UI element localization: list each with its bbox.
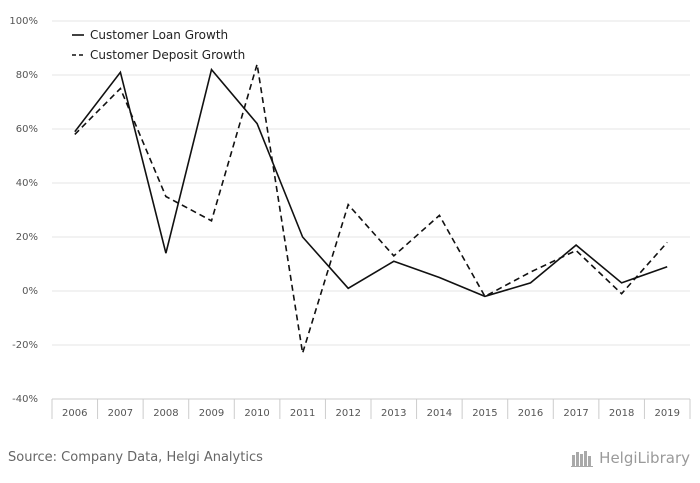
y-tick-label: 100% (9, 16, 38, 27)
x-tick-label: 2019 (654, 408, 679, 419)
y-tick-label: 0% (22, 286, 38, 297)
x-tick-label: 2015 (472, 408, 497, 419)
y-tick-label: 20% (16, 232, 38, 243)
y-tick-label: 40% (16, 178, 38, 189)
x-tick-label: 2006 (62, 408, 87, 419)
helgi-library-logo[interactable]: HelgiLibrary (571, 449, 690, 467)
library-icon (571, 451, 594, 467)
brand-label: HelgiLibrary (599, 449, 690, 467)
x-tick-label: 2012 (335, 408, 360, 419)
legend-label: Customer Deposit Growth (90, 48, 245, 62)
x-tick-label: 2009 (199, 408, 224, 419)
x-tick-label: 2018 (609, 408, 634, 419)
series-line-deposit-growth (74, 63, 668, 354)
x-tick-label: 2016 (518, 408, 543, 419)
y-tick-label: -20% (12, 340, 38, 351)
y-tick-label: 60% (16, 124, 38, 135)
x-tick-label: 2017 (563, 408, 588, 419)
x-tick-label: 2008 (153, 408, 178, 419)
series-line-loan-growth (74, 67, 668, 298)
y-tick-label: 80% (16, 70, 38, 81)
y-tick-label: -40% (12, 394, 38, 405)
x-tick-label: 2010 (244, 408, 269, 419)
x-tick-label: 2013 (381, 408, 406, 419)
x-tick-label: 2007 (108, 408, 133, 419)
x-tick-label: 2011 (290, 408, 315, 419)
legend-label: Customer Loan Growth (90, 28, 228, 42)
x-tick-label: 2014 (427, 408, 452, 419)
line-chart: -40% -20% 0% 20% 40% 60% 80% 100% 2006 2007 2008 20… (9, 16, 691, 419)
source-note: Source: Company Data, Helgi Analytics (8, 450, 263, 465)
